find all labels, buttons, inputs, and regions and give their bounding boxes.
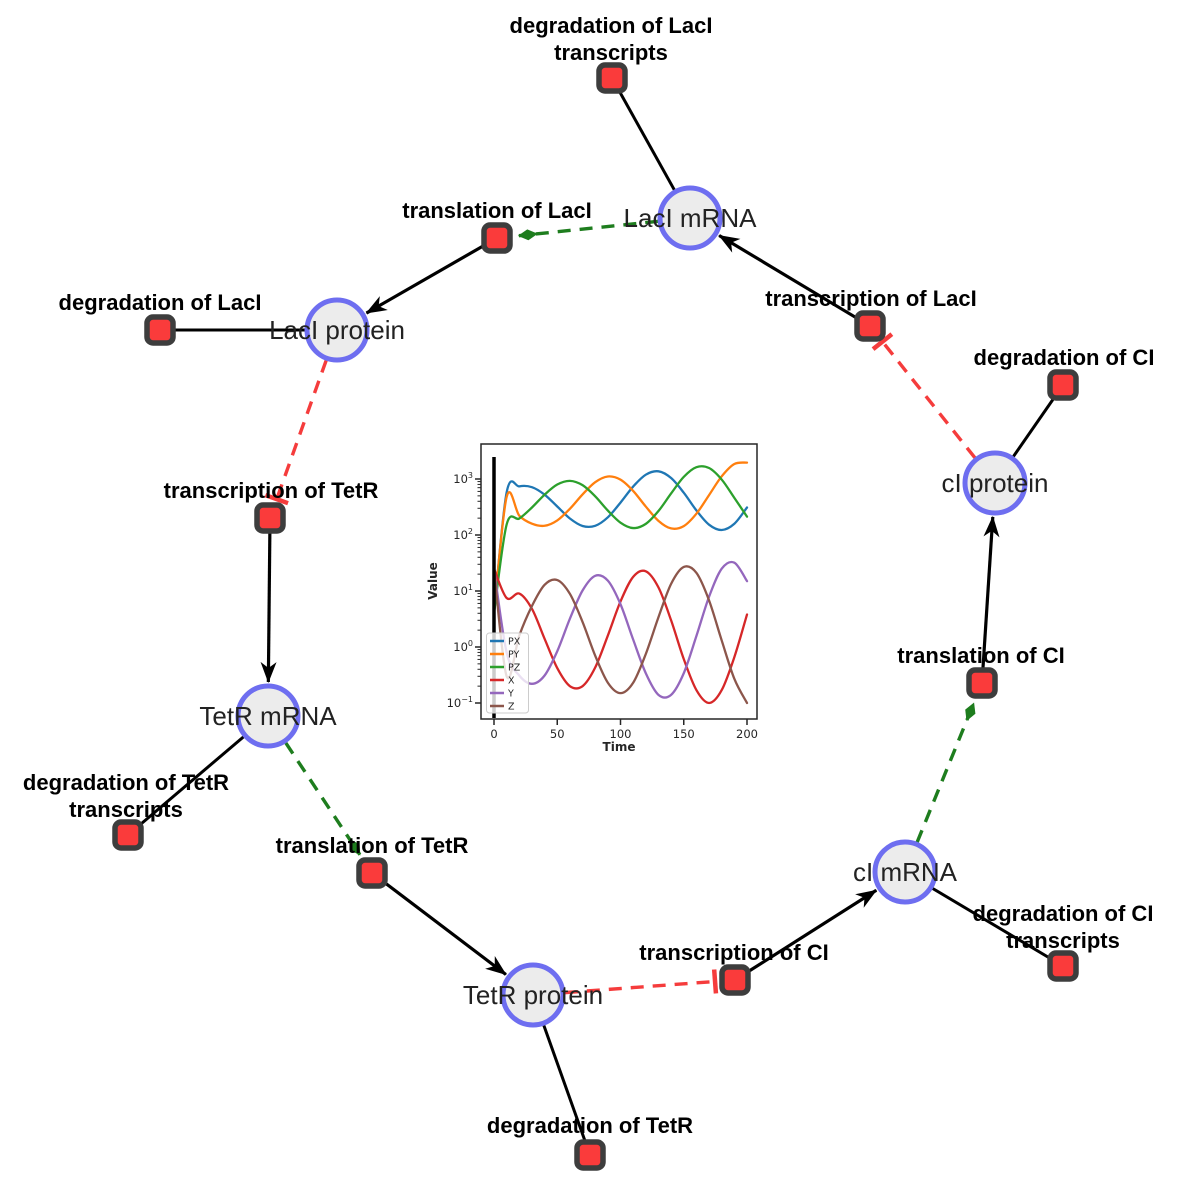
edge-modifier-laci-mrna-translation-laci bbox=[517, 219, 659, 241]
curves-group bbox=[492, 461, 749, 705]
edge-inhibition-tetr-protein-transcription-ci bbox=[564, 969, 719, 995]
edge-product-translation-ci-ci-protein bbox=[981, 515, 1000, 671]
reaction-label-transcription-laci: transcription of LacI bbox=[765, 286, 976, 311]
y-tick-label: 100 bbox=[453, 639, 473, 654]
species-node-laci-mrna[interactable] bbox=[657, 185, 723, 251]
y-tick-label: 103 bbox=[453, 471, 473, 486]
legend-label-PY: PY bbox=[508, 650, 520, 661]
reaction-label-deg-ci: degradation of CI bbox=[974, 345, 1155, 370]
edge-inhibition-ci-protein-transcription-laci bbox=[871, 332, 977, 460]
y-tick-label: 10−1 bbox=[447, 695, 473, 710]
reaction-node-deg-ci-transcripts[interactable] bbox=[1047, 950, 1079, 982]
edge-product-translation-tetr-tetr-protein bbox=[381, 879, 507, 976]
edges-layer bbox=[135, 86, 1058, 1146]
y-tick-label: 101 bbox=[453, 583, 473, 598]
edge-reactant-tetr-mrna-deg-tetr-transcripts bbox=[135, 735, 245, 830]
x-tick-label: 0 bbox=[490, 727, 497, 741]
reaction-node-deg-tetr[interactable] bbox=[574, 1139, 606, 1171]
reaction-label-deg-tetr-transcripts: transcripts bbox=[69, 797, 183, 822]
legend-label-PZ: PZ bbox=[508, 663, 521, 674]
edge-product-transcription-ci-ci-mrna bbox=[745, 888, 878, 975]
legend-label-Z: Z bbox=[508, 702, 515, 713]
y-tick-label: 102 bbox=[453, 527, 473, 542]
reaction-label-transcription-ci: transcription of CI bbox=[639, 940, 828, 965]
reaction-label-translation-laci: translation of LacI bbox=[402, 198, 591, 223]
x-tick-label: 50 bbox=[550, 727, 565, 741]
edge-product-transcription-tetr-tetr-mrna bbox=[260, 530, 277, 684]
reaction-label-deg-ci-transcripts: transcripts bbox=[1006, 928, 1120, 953]
species-node-ci-protein[interactable] bbox=[962, 450, 1028, 516]
reaction-node-deg-laci[interactable] bbox=[144, 314, 176, 346]
species-node-ci-mrna[interactable] bbox=[872, 839, 938, 905]
reaction-label-transcription-tetr: transcription of TetR bbox=[164, 478, 379, 503]
species-label-laci-protein: LacI protein bbox=[269, 315, 405, 345]
reaction-label-deg-laci-transcripts: degradation of LacI bbox=[510, 13, 713, 38]
species-node-tetr-mrna[interactable] bbox=[235, 683, 301, 749]
reaction-label-deg-tetr: degradation of TetR bbox=[487, 1113, 693, 1138]
legend-label-X: X bbox=[508, 676, 515, 687]
edge-reactant-ci-mrna-deg-ci-transcripts bbox=[931, 887, 1055, 962]
labels-layer: degradation of LacItranscriptstranslatio… bbox=[23, 13, 1155, 1138]
edge-product-translation-laci-laci-protein bbox=[365, 243, 487, 315]
x-tick-label: 200 bbox=[736, 727, 758, 741]
edge-reactant-laci-mrna-deg-laci-transcripts bbox=[616, 86, 676, 191]
species-label-tetr-protein: TetR protein bbox=[463, 980, 603, 1010]
reaction-label-translation-tetr: translation of TetR bbox=[276, 833, 469, 858]
edge-modifier-ci-mrna-translation-ci bbox=[915, 702, 976, 844]
edge-reactant-tetr-protein-deg-tetr bbox=[542, 1024, 588, 1146]
edge-inhibition-laci-protein-transcription-tetr bbox=[264, 359, 328, 506]
edge-product-transcription-laci-laci-mrna bbox=[718, 234, 860, 321]
species-node-laci-protein[interactable] bbox=[304, 297, 370, 363]
nodes-layer bbox=[112, 62, 1079, 1171]
reaction-node-translation-laci[interactable] bbox=[481, 222, 513, 254]
reaction-label-deg-laci: degradation of LacI bbox=[59, 290, 262, 315]
legend-label-Y: Y bbox=[507, 689, 514, 700]
inset-chart: 103 102 101 100 10−1 0 50 100 150 200 Time Value PX P… bbox=[426, 443, 758, 754]
x-tick-label: 100 bbox=[610, 727, 632, 741]
legend-label-PX: PX bbox=[508, 637, 521, 648]
reaction-node-translation-tetr[interactable] bbox=[356, 857, 388, 889]
reaction-node-deg-tetr-transcripts[interactable] bbox=[112, 819, 144, 851]
species-node-tetr-protein[interactable] bbox=[500, 962, 566, 1028]
curve-PX bbox=[492, 470, 749, 615]
reaction-label-deg-laci-transcripts: transcripts bbox=[554, 40, 668, 65]
edge-modifier-tetr-mrna-translation-tetr bbox=[284, 741, 362, 856]
x-tick-label: 150 bbox=[673, 727, 695, 741]
reaction-node-deg-ci[interactable] bbox=[1047, 369, 1079, 401]
reaction-node-deg-laci-transcripts[interactable] bbox=[596, 62, 628, 94]
curve-Z bbox=[492, 565, 749, 705]
x-axis-label: Time bbox=[603, 740, 636, 754]
reaction-node-transcription-laci[interactable] bbox=[854, 310, 886, 342]
curve-PZ bbox=[492, 465, 749, 615]
y-axis-label: Value bbox=[426, 562, 440, 600]
curve-PY bbox=[492, 461, 749, 615]
reaction-label-translation-ci: translation of CI bbox=[897, 643, 1064, 668]
edge-reactant-ci-protein-deg-ci bbox=[1012, 393, 1058, 458]
species-label-tetr-mrna: TetR mRNA bbox=[199, 701, 337, 731]
reaction-node-transcription-tetr[interactable] bbox=[254, 502, 286, 534]
reaction-label-deg-tetr-transcripts: degradation of TetR bbox=[23, 770, 229, 795]
curve-Y bbox=[492, 560, 749, 699]
species-label-ci-protein: cI protein bbox=[942, 468, 1049, 498]
species-label-laci-mrna: LacI mRNA bbox=[624, 203, 758, 233]
species-label-ci-mrna: cI mRNA bbox=[853, 857, 958, 887]
reaction-node-transcription-ci[interactable] bbox=[719, 964, 751, 996]
reaction-node-translation-ci[interactable] bbox=[966, 667, 998, 699]
reaction-label-deg-ci-transcripts: degradation of CI bbox=[973, 901, 1154, 926]
